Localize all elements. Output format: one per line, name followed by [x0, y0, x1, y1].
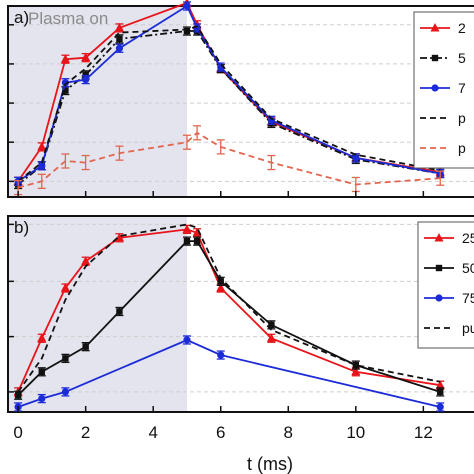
shade-label: Plasma on [28, 9, 108, 28]
data-point-square [14, 392, 22, 399]
data-point-circle [61, 388, 70, 396]
x-tick-label: 2 [81, 423, 90, 442]
data-point-triangle [60, 283, 70, 292]
data-point-square [82, 343, 89, 350]
x-tick-label: 6 [216, 423, 225, 442]
data-point-triangle [114, 22, 124, 32]
x-axis-title: t (ms) [247, 454, 293, 474]
series-line-3 [17, 25, 441, 183]
data-point-circle [38, 394, 46, 403]
data-point-square [217, 278, 224, 285]
data-point-triangle [266, 333, 276, 342]
legend-marker [431, 54, 439, 62]
legend-marker [434, 233, 444, 242]
data-point-circle [436, 403, 444, 411]
legend-box [417, 221, 474, 349]
data-point-circle [352, 154, 360, 162]
data-point-square [116, 35, 123, 43]
legend-label: 50 [462, 260, 474, 276]
x-tick-label: 12 [414, 423, 433, 442]
data-point-triangle [182, 224, 192, 233]
panel-b: b) 25 50 75 pu [7, 215, 474, 413]
data-point-square [38, 368, 45, 375]
data-point-square [116, 308, 123, 315]
panel-a: a)Plasma on 2 5 7 pp [7, 0, 474, 198]
data-point-triangle [81, 256, 91, 265]
series-line-2 [17, 339, 441, 408]
data-point-square [62, 355, 69, 362]
data-point-triangle [81, 52, 91, 62]
data-point-triangle [37, 141, 47, 151]
legend-marker [435, 264, 443, 272]
legend-label: 2 [458, 20, 466, 36]
data-point-circle [61, 79, 70, 87]
data-point-square [193, 237, 201, 245]
series-line-3 [17, 223, 441, 393]
data-point-triangle [216, 283, 226, 292]
legend-label: p [458, 140, 466, 156]
data-point-circle [82, 75, 90, 84]
legend-label: p [458, 110, 466, 126]
x-tick-label: 10 [346, 423, 365, 442]
legend-label: 5 [458, 50, 466, 66]
legend-box [413, 11, 474, 169]
legend-marker [435, 294, 443, 302]
series-line-4 [17, 131, 441, 189]
legend-label: pu [462, 320, 474, 336]
panel-label: a) [14, 8, 29, 27]
plot-frame [7, 215, 474, 413]
legend-label: 25 [462, 230, 474, 246]
data-point-triangle [435, 380, 445, 389]
x-tick-label: 8 [284, 423, 293, 442]
legend-marker [430, 23, 440, 32]
legend-label: 75 [462, 290, 474, 306]
plot-frame [7, 5, 474, 198]
data-point-square [62, 87, 69, 94]
series-line-1 [17, 30, 441, 186]
x-axis: 0 2 4 6 8 10 12 [13, 191, 433, 442]
x-tick-label: 4 [148, 423, 157, 442]
legend-marker [431, 84, 439, 92]
data-point-triangle [37, 333, 47, 342]
shaded-region [8, 216, 187, 412]
data-point-circle [38, 162, 46, 170]
data-point-triangle [351, 366, 361, 376]
x-tick-label: 0 [13, 423, 22, 442]
data-point-square [183, 237, 191, 245]
legend-label: 7 [458, 80, 466, 96]
data-point-circle [217, 351, 225, 359]
data-point-circle [115, 44, 124, 52]
panel-label: b) [14, 218, 29, 237]
data-point-triangle [60, 54, 70, 63]
data-point-square [268, 321, 275, 329]
data-point-square [352, 361, 360, 369]
data-point-square [183, 27, 191, 35]
data-point-circle [183, 336, 191, 344]
data-point-square [437, 388, 444, 396]
data-point-circle [183, 2, 191, 10]
data-point-square [82, 71, 89, 79]
